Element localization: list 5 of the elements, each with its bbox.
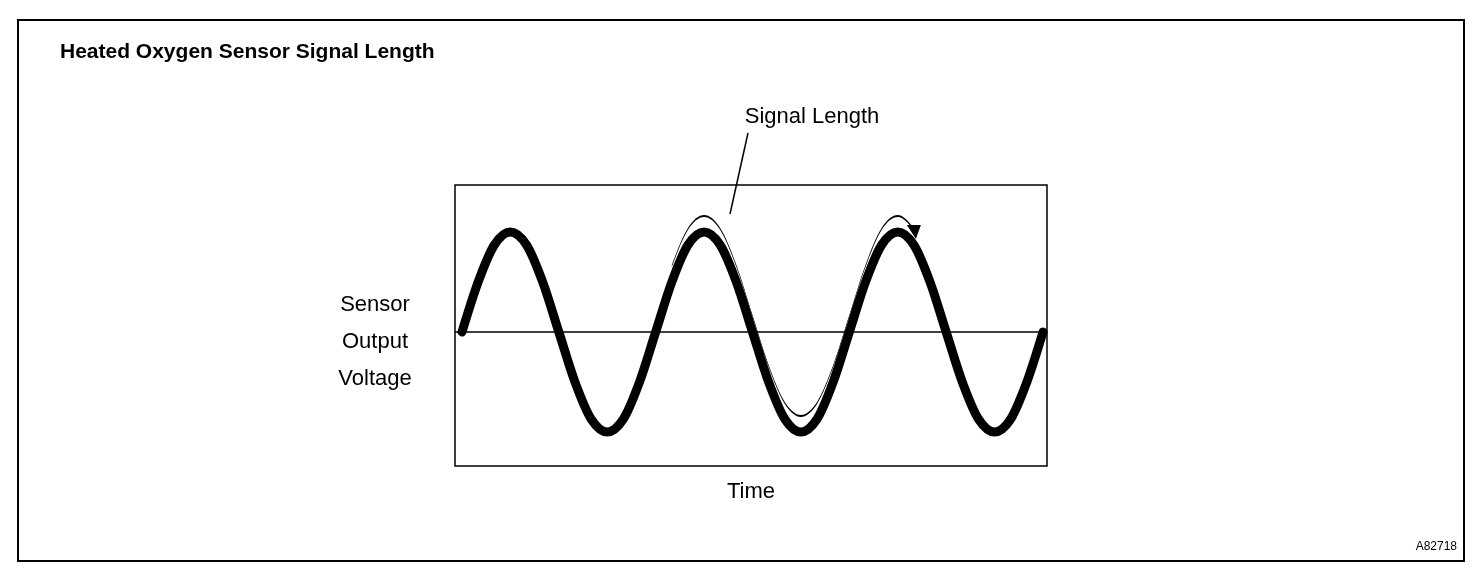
text: Heated Oxygen Sensor Signal Length bbox=[60, 39, 435, 62]
text: A82718 bbox=[1415, 539, 1458, 553]
text: Signal Length bbox=[744, 103, 880, 128]
x-axis-title: Time bbox=[726, 478, 776, 503]
y-axis-title: Sensor Output Voltage bbox=[338, 291, 412, 390]
